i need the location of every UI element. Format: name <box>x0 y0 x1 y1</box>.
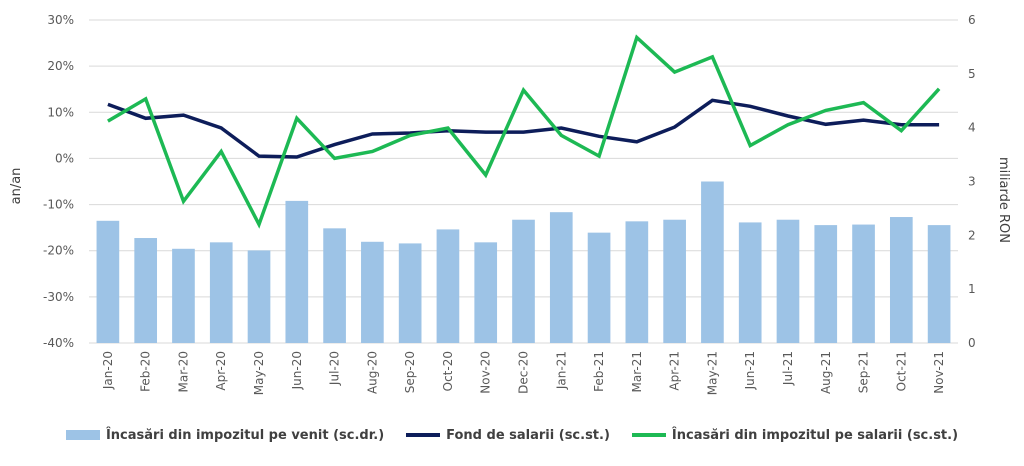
legend-item-income-tax: Încasări din impozitul pe venit (sc.dr.) <box>65 427 385 443</box>
series-lines <box>107 34 941 229</box>
bars-income-tax <box>96 181 951 343</box>
x-tick-label: Nov-20 <box>479 351 493 394</box>
legend-item-wage-fund: Fond de salarii (sc.st.) <box>406 428 610 443</box>
x-tick-label: Sep-21 <box>857 351 871 393</box>
bar <box>814 225 838 343</box>
bar <box>927 225 951 343</box>
x-tick-label: Jul-21 <box>781 351 795 386</box>
y-right-ticks: 6 5 4 3 2 1 0 <box>968 13 976 350</box>
x-tick-label: Jul-20 <box>328 351 342 386</box>
x-tick-label: Mar-21 <box>630 351 644 392</box>
x-tick-label: Apr-21 <box>668 351 682 391</box>
x-tick-label: Oct-21 <box>894 351 908 391</box>
bar <box>474 242 498 343</box>
x-tick-label: Aug-20 <box>365 351 379 394</box>
x-tick-label: May-20 <box>252 351 266 395</box>
bar <box>889 217 913 343</box>
y-left-tick-label: -20% <box>43 244 74 258</box>
bar <box>323 228 346 343</box>
legend-swatch-income-tax <box>65 430 100 440</box>
y-right-axis-title: miliarde RON <box>996 157 1011 243</box>
legend-label-income-tax: Încasări din impozitul pe venit (sc.dr.) <box>105 427 385 443</box>
x-tick-label: Sep-20 <box>403 351 417 393</box>
bar <box>587 232 611 343</box>
y-right-tick-label: 5 <box>968 67 976 81</box>
legend-label-wage-fund: Fond de salarii (sc.st.) <box>446 427 610 443</box>
legend-swatch-wage-tax <box>631 433 666 437</box>
bar <box>512 219 535 343</box>
y-left-ticks: 30% 20% 10% 0% -10% -20% -30% -40% <box>43 13 74 350</box>
x-ticks: Jan-20 Feb-20 Mar-20 Apr-20 May-20 Jun-20 Jul-… <box>101 351 946 395</box>
series-line-wage-fund <box>107 98 940 159</box>
x-tick-label: Feb-20 <box>139 351 153 392</box>
x-tick-label: May-21 <box>705 351 719 395</box>
y-left-axis-title: an/an <box>9 168 24 205</box>
bar <box>701 181 724 343</box>
y-right-tick-label: 4 <box>968 121 976 135</box>
x-tick-label: Nov-21 <box>932 351 946 394</box>
y-right-tick-label: 1 <box>968 282 976 296</box>
x-tick-label: Jun-20 <box>290 351 304 390</box>
bar <box>285 200 309 343</box>
legend: Încasări din impozitul pe venit (sc.dr.)… <box>0 424 1024 446</box>
y-left-tick-label: 20% <box>47 59 74 73</box>
y-right-tick-label: 0 <box>968 336 976 350</box>
legend-label-wage-tax: Încasări din impozitul pe salarii (sc.st… <box>671 427 959 443</box>
x-tick-label: Dec-20 <box>517 351 531 394</box>
x-tick-label: Apr-20 <box>214 351 228 391</box>
bar <box>247 250 271 343</box>
x-tick-label: Mar-20 <box>176 351 190 392</box>
series-line-wage-tax <box>107 34 941 229</box>
bar <box>852 224 875 343</box>
y-left-tick-label: 30% <box>47 13 74 27</box>
bar <box>361 241 384 343</box>
y-left-tick-label: 10% <box>47 105 74 119</box>
y-right-tick-label: 6 <box>968 13 976 27</box>
x-tick-label: Aug-21 <box>819 351 833 394</box>
bar <box>776 219 800 343</box>
bar <box>625 221 649 343</box>
y-right-tick-label: 2 <box>968 228 976 242</box>
y-left-tick-label: -30% <box>43 290 74 304</box>
bar <box>663 219 686 343</box>
bar <box>172 248 195 343</box>
y-right-tick-label: 3 <box>968 175 976 189</box>
bar <box>209 242 233 343</box>
bar <box>549 212 573 343</box>
x-tick-label: Oct-20 <box>441 351 455 391</box>
bar <box>398 243 422 343</box>
x-tick-label: Jun-21 <box>743 351 757 390</box>
x-tick-label: Feb-21 <box>592 351 606 392</box>
x-tick-label: Jan-20 <box>101 351 115 390</box>
y-left-tick-label: -10% <box>43 198 74 212</box>
y-left-tick-label: -40% <box>43 336 74 350</box>
x-tick-label: Jan-21 <box>554 351 568 390</box>
bar <box>96 220 120 343</box>
y-left-tick-label: 0% <box>55 151 74 165</box>
bar <box>134 238 158 343</box>
legend-item-wage-tax: Încasări din impozitul pe salarii (sc.st… <box>631 427 959 443</box>
bar <box>436 229 460 343</box>
legend-swatch-wage-fund <box>406 433 441 437</box>
bar <box>738 222 762 343</box>
